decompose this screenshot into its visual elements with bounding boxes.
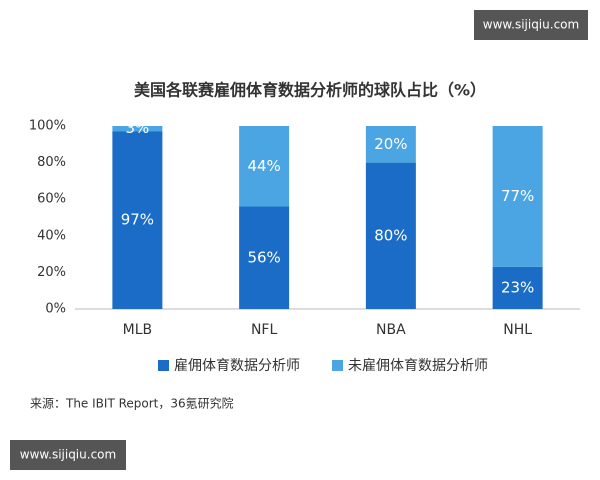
bar-segment: [112, 126, 163, 132]
data-label: 97%: [121, 211, 154, 229]
bar-segment: [365, 126, 416, 163]
legend-label: 未雇佣体育数据分析师: [348, 357, 488, 374]
legend-label: 雇佣体育数据分析师: [174, 357, 300, 374]
chart-title: 美国各联赛雇佣体育数据分析师的球队占比（%）: [134, 81, 486, 100]
x-tick-label: NFL: [251, 322, 278, 338]
data-label: 44%: [247, 157, 280, 175]
bar-segment: [492, 266, 543, 309]
y-tick-label: 60%: [37, 192, 66, 207]
source: 来源：The IBIT Report，36氪研究院: [30, 396, 234, 411]
data-label: 3%: [125, 119, 149, 137]
data-label: 23%: [501, 278, 534, 296]
legend-swatch: [158, 360, 169, 371]
data-label: 56%: [247, 248, 280, 266]
watermark-box: [10, 440, 126, 470]
watermark: www.sijiqiu.com: [483, 18, 579, 32]
y-tick-label: 80%: [37, 155, 66, 170]
x-tick-label: NHL: [503, 322, 532, 338]
legend-swatch: [332, 360, 343, 371]
data-label: 20%: [374, 135, 407, 153]
data-label: 77%: [501, 187, 534, 205]
data-label: 80%: [374, 226, 407, 244]
bar-segment: [239, 126, 290, 207]
watermark-box: [474, 10, 588, 40]
x-tick-label: NBA: [376, 322, 406, 338]
y-tick-label: 20%: [37, 265, 66, 280]
y-tick-label: 40%: [37, 228, 66, 243]
watermark: www.sijiqiu.com: [20, 448, 116, 462]
bar-segment: [112, 131, 163, 309]
bar-segment: [239, 206, 290, 309]
y-tick-label: 100%: [29, 119, 66, 134]
y-tick-label: 0%: [45, 302, 66, 317]
bar-segment: [365, 162, 416, 309]
bar-segment: [492, 126, 543, 267]
x-tick-label: MLB: [123, 322, 152, 338]
